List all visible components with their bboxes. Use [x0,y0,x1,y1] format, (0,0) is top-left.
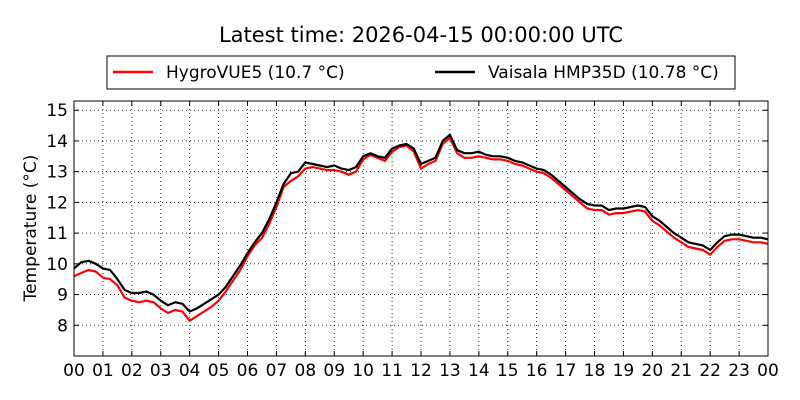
y-tick-label: 14 [46,132,68,152]
legend-box [106,55,736,90]
x-tick-label: 06 [237,361,259,381]
legend-label: Vaisala HMP35D (10.78 °C) [488,63,719,83]
x-tick-label: 04 [179,361,201,381]
ticks [73,101,769,356]
legend: HygroVUE5 (10.7 °C) Vaisala HMP35D (10.78… [106,55,736,90]
grid [74,101,768,356]
x-tick-label: 12 [410,361,432,381]
series-lines [73,133,769,322]
x-tick-label: 00 [63,361,85,381]
x-tick-label: 15 [497,361,519,381]
y-tick-label: 12 [46,193,68,213]
series-line [73,136,769,322]
x-tick-label: 11 [381,361,403,381]
legend-label: HygroVUE5 (10.7 °C) [166,63,345,83]
y-tick-label: 8 [57,316,68,336]
y-tick-label: 9 [57,286,68,306]
x-tick-label: 18 [584,361,606,381]
x-tick-label: 07 [266,361,288,381]
y-tick-labels: 8 9 10 11 12 13 14 15 [46,101,68,336]
y-axis-label: Temperature (°C) [21,155,41,303]
x-tick-label: 16 [526,361,548,381]
x-tick-label: 20 [642,361,664,381]
x-tick-label: 08 [295,361,317,381]
y-tick-label: 10 [46,255,68,275]
x-tick-label: 23 [728,361,750,381]
x-tick-label: 01 [92,361,114,381]
chart-title: Latest time: 2026-04-15 00:00:00 UTC [219,23,623,47]
series-line [73,133,769,313]
x-tick-label: 19 [613,361,635,381]
x-tick-labels: 00 01 02 03 04 05 06 07 08 09 10 11 12 13 14 15 16 17 18 19… [63,361,779,381]
x-tick-label: 05 [208,361,230,381]
x-tick-label: 10 [352,361,374,381]
x-tick-label: 03 [150,361,172,381]
x-tick-label: 17 [555,361,577,381]
x-tick-label: 22 [699,361,721,381]
x-tick-label: 14 [468,361,490,381]
x-tick-label: 02 [121,361,143,381]
x-tick-label: 21 [670,361,692,381]
y-tick-label: 11 [46,224,68,244]
y-tick-label: 15 [46,101,68,121]
x-tick-label: 00 [757,361,779,381]
x-tick-label: 09 [323,361,345,381]
y-tick-label: 13 [46,163,68,183]
x-tick-label: 13 [439,361,461,381]
